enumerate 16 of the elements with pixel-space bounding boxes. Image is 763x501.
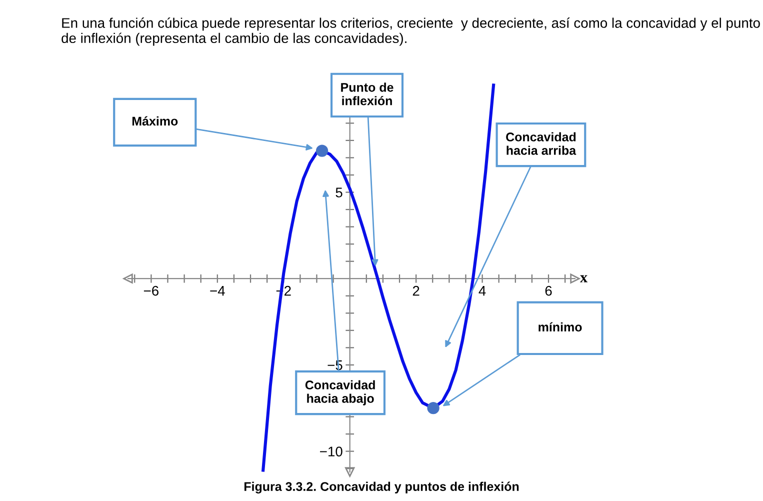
chart-title: En una función cúbica puede representar los criterios, creciente y decreciente, así como la concavidad y el punto de inflexión (representa el cambio de las concavidades). [62, 18, 760, 46]
y-tick-label: −10 [320, 446, 342, 456]
x-tick-label: 4 [478, 286, 486, 296]
line-series [262, 84, 496, 472]
x-tick-label: 6 [545, 286, 552, 296]
x-tick-label: −6 [144, 286, 158, 296]
annotation: Concavidad hacia arriba [506, 132, 576, 155]
x-axis-title: x [580, 275, 588, 282]
annotation: Concavidad hacia abajo [305, 380, 375, 406]
y-tick-label: 5 [336, 188, 342, 198]
annotation: mínimo [538, 322, 582, 332]
text: Figura 3.3.2. Concavidad y puntos de inflexión [244, 482, 519, 494]
x-tick-label: 2 [412, 286, 420, 296]
x-tick-label: −4 [210, 286, 225, 296]
annotation: Punto de inflexión [341, 82, 394, 106]
annotation: Máximo [132, 116, 178, 126]
